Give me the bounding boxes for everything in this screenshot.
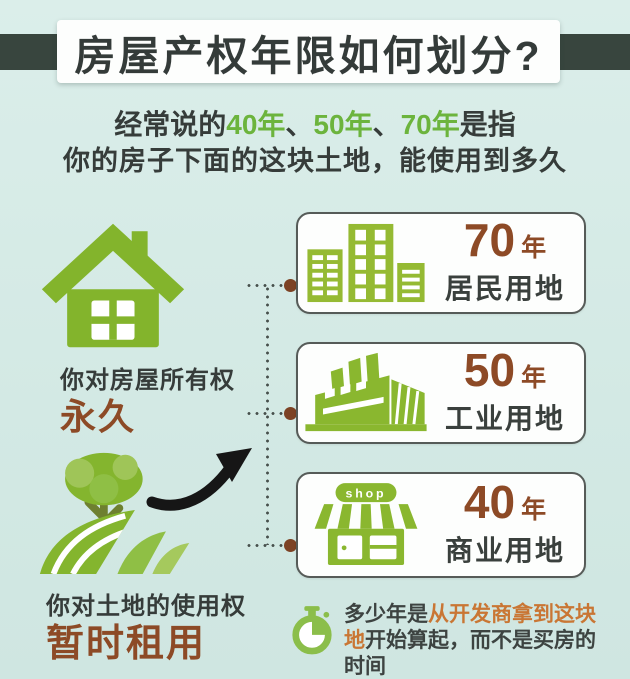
years-unit: 年 bbox=[521, 496, 547, 524]
separator: 、 bbox=[372, 109, 401, 140]
years-70-highlight: 70年 bbox=[400, 109, 460, 140]
land-card-industrial: 50 年 工业用地 bbox=[296, 342, 586, 444]
land-type-label: 工业用地 bbox=[444, 403, 565, 434]
house-icon bbox=[41, 223, 185, 348]
years-value: 50 bbox=[463, 344, 516, 396]
house-ownership-caption: 你对房屋所有权 bbox=[60, 367, 235, 394]
connector-dotted-line bbox=[266, 285, 269, 545]
subtitle-line-1: 经常说的40年、50年、70年是指 bbox=[0, 106, 630, 143]
connector-stub bbox=[245, 412, 287, 415]
land-card-commercial: shop 40 年 商业用地 bbox=[296, 472, 586, 578]
house-ownership-term: 永久 bbox=[60, 396, 137, 437]
shop-icon: shop bbox=[298, 481, 434, 569]
subtitle-text: 是指 bbox=[459, 109, 516, 140]
land-type-label: 居民用地 bbox=[444, 273, 565, 304]
years-value: 40 bbox=[463, 476, 516, 528]
footnote-text: 开始算起，而不是买房的 bbox=[365, 629, 596, 652]
connector-dot bbox=[284, 407, 297, 420]
footnote-line-3: 时间 bbox=[344, 655, 386, 678]
land-use-term: 暂时租用 bbox=[46, 623, 207, 665]
apartment-buildings-icon bbox=[298, 222, 434, 304]
footnote: 多少年是从开发商拿到这块 地开始算起，而不是买房的 时间 bbox=[344, 602, 626, 679]
title-box: 房屋产权年限如何划分? bbox=[57, 20, 560, 83]
separator: 、 bbox=[285, 109, 314, 140]
page-title: 房屋产权年限如何划分? bbox=[74, 32, 543, 79]
years-value: 70 bbox=[463, 214, 516, 266]
years-unit: 年 bbox=[521, 234, 547, 262]
tree-field-icon bbox=[39, 452, 190, 575]
footnote-highlight: 地 bbox=[344, 629, 365, 652]
footnote-highlight: 从开发商拿到这块 bbox=[428, 603, 596, 626]
subtitle-text: 经常说的 bbox=[114, 109, 227, 140]
factory-icon bbox=[298, 350, 434, 436]
land-use-caption: 你对土地的使用权 bbox=[46, 593, 246, 620]
land-card-residential: 70 年 居民用地 bbox=[296, 212, 586, 314]
years-50-highlight: 50年 bbox=[313, 109, 373, 140]
subtitle-line-2: 你的房子下面的这块土地，能使用到多久 bbox=[63, 146, 567, 176]
footnote-text: 多少年是 bbox=[344, 603, 428, 626]
card-text: 70 年 居民用地 bbox=[434, 214, 584, 307]
years-40-highlight: 40年 bbox=[226, 109, 286, 140]
subtitle: 经常说的40年、50年、70年是指 你的房子下面的这块土地，能使用到多久 bbox=[0, 106, 630, 180]
land-type-label: 商业用地 bbox=[444, 535, 565, 566]
connector-stub bbox=[245, 544, 287, 547]
card-text: 40 年 商业用地 bbox=[434, 476, 584, 569]
connector-dot bbox=[284, 539, 297, 552]
card-text: 50 年 工业用地 bbox=[434, 344, 584, 437]
shop-sign-text: shop bbox=[346, 486, 387, 500]
stopwatch-icon bbox=[292, 606, 332, 655]
footnote-line-1: 多少年是从开发商拿到这块 bbox=[344, 602, 626, 628]
years-unit: 年 bbox=[521, 364, 547, 392]
connector-dot bbox=[284, 279, 297, 292]
connector-stub bbox=[245, 284, 287, 287]
footnote-line-2: 地开始算起，而不是买房的 bbox=[344, 628, 626, 654]
arrow-up-right-icon bbox=[146, 448, 252, 511]
